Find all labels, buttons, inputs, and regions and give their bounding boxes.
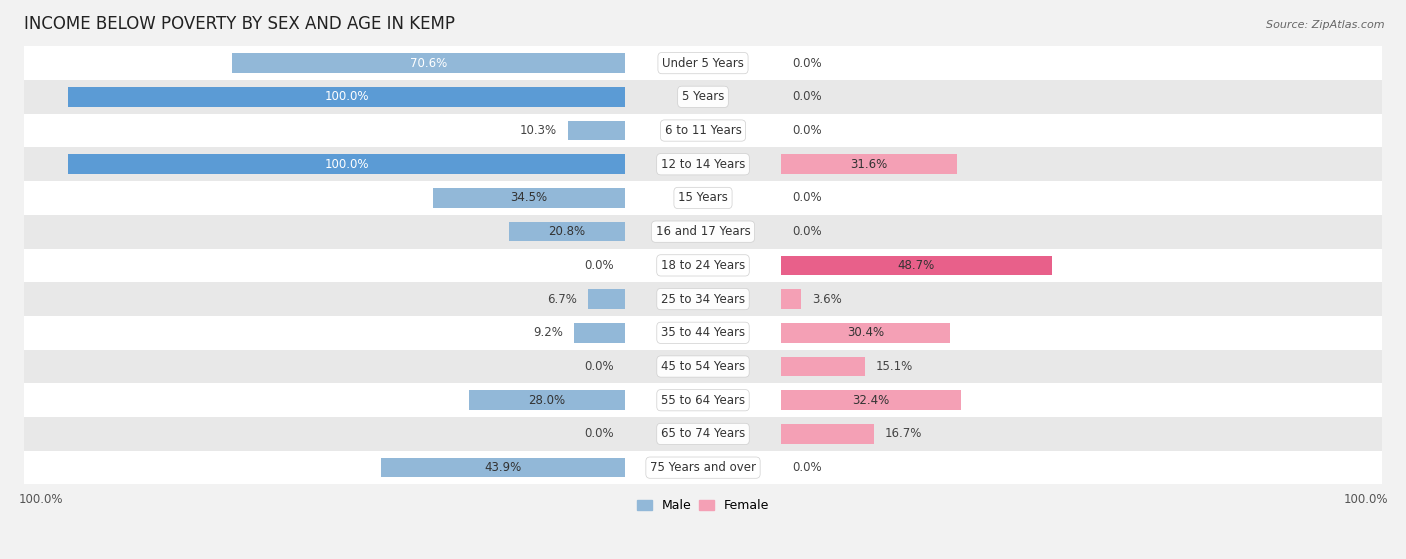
Bar (470, 390, 626, 410)
Text: 0.0%: 0.0% (792, 124, 821, 137)
Text: 5 Years: 5 Years (682, 91, 724, 103)
Text: 0.0%: 0.0% (792, 225, 821, 238)
Text: 75 Years and over: 75 Years and over (650, 461, 756, 474)
Bar (24, 316, 1382, 349)
Text: 34.5%: 34.5% (510, 191, 547, 205)
Text: Under 5 Years: Under 5 Years (662, 56, 744, 70)
Bar (24, 349, 1382, 383)
Text: 0.0%: 0.0% (585, 428, 614, 440)
Bar (24, 46, 1382, 80)
Text: 100.0%: 100.0% (325, 158, 368, 170)
Bar (69, 87, 626, 107)
Text: 0.0%: 0.0% (792, 461, 821, 474)
Text: 28.0%: 28.0% (529, 394, 565, 407)
Bar (780, 357, 865, 376)
Text: 65 to 74 Years: 65 to 74 Years (661, 428, 745, 440)
Text: 0.0%: 0.0% (792, 56, 821, 70)
Text: 43.9%: 43.9% (484, 461, 522, 474)
Bar (588, 290, 626, 309)
Bar (780, 424, 875, 444)
Text: 25 to 34 Years: 25 to 34 Years (661, 292, 745, 306)
Text: 100.0%: 100.0% (325, 91, 368, 103)
Text: 35 to 44 Years: 35 to 44 Years (661, 326, 745, 339)
Text: 16 and 17 Years: 16 and 17 Years (655, 225, 751, 238)
Text: 0.0%: 0.0% (792, 191, 821, 205)
Bar (24, 215, 1382, 249)
Bar (433, 188, 626, 208)
Text: 70.6%: 70.6% (411, 56, 447, 70)
Bar (509, 222, 626, 241)
Text: 6.7%: 6.7% (547, 292, 576, 306)
Text: 6 to 11 Years: 6 to 11 Years (665, 124, 741, 137)
Text: 0.0%: 0.0% (585, 360, 614, 373)
Text: 30.4%: 30.4% (846, 326, 884, 339)
Bar (381, 458, 626, 477)
Bar (232, 53, 626, 73)
Bar (574, 323, 626, 343)
Text: 9.2%: 9.2% (533, 326, 562, 339)
Text: 45 to 54 Years: 45 to 54 Years (661, 360, 745, 373)
Text: INCOME BELOW POVERTY BY SEX AND AGE IN KEMP: INCOME BELOW POVERTY BY SEX AND AGE IN K… (24, 15, 456, 33)
Bar (780, 323, 950, 343)
Text: 20.8%: 20.8% (548, 225, 586, 238)
Text: 15.1%: 15.1% (876, 360, 914, 373)
Bar (24, 148, 1382, 181)
Bar (24, 282, 1382, 316)
Bar (24, 451, 1382, 485)
Text: 0.0%: 0.0% (585, 259, 614, 272)
Bar (24, 181, 1382, 215)
Text: 18 to 24 Years: 18 to 24 Years (661, 259, 745, 272)
Bar (24, 113, 1382, 148)
Text: 3.6%: 3.6% (813, 292, 842, 306)
Legend: Male, Female: Male, Female (631, 494, 775, 517)
Text: 48.7%: 48.7% (898, 259, 935, 272)
Bar (24, 417, 1382, 451)
Bar (780, 255, 1052, 275)
Bar (780, 390, 962, 410)
Bar (568, 121, 626, 140)
Bar (24, 80, 1382, 113)
Text: 15 Years: 15 Years (678, 191, 728, 205)
Text: 32.4%: 32.4% (852, 394, 890, 407)
Text: Source: ZipAtlas.com: Source: ZipAtlas.com (1267, 20, 1385, 30)
Bar (24, 383, 1382, 417)
Text: 31.6%: 31.6% (851, 158, 887, 170)
Text: 10.3%: 10.3% (519, 124, 557, 137)
Bar (780, 290, 801, 309)
Text: 12 to 14 Years: 12 to 14 Years (661, 158, 745, 170)
Text: 0.0%: 0.0% (792, 91, 821, 103)
Bar (780, 154, 957, 174)
Bar (69, 154, 626, 174)
Bar (24, 249, 1382, 282)
Text: 16.7%: 16.7% (884, 428, 922, 440)
Text: 55 to 64 Years: 55 to 64 Years (661, 394, 745, 407)
